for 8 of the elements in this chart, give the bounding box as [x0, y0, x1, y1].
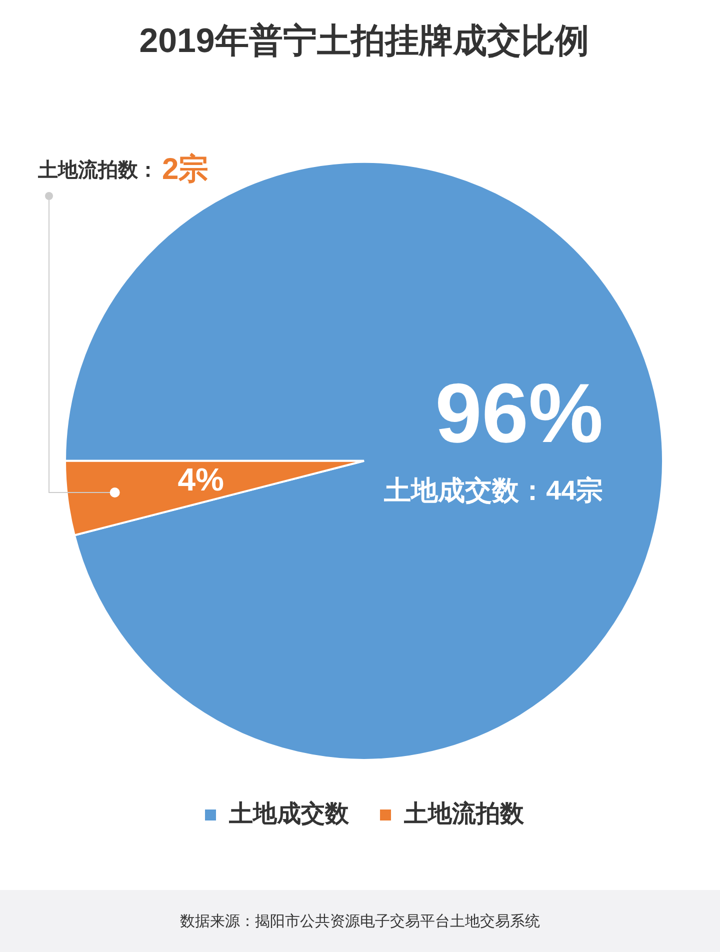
text: 土地成交数：44宗 — [383, 475, 604, 506]
data-label: 96% — [435, 366, 604, 460]
data-label: 4% — [178, 461, 224, 498]
legend-label: 土地流拍数 — [403, 800, 525, 828]
legend-label: 土地成交数 — [228, 800, 350, 828]
text: 土地流拍数：2宗 — [37, 152, 209, 186]
source-note: 数据来源：揭阳市公共资源电子交易平台土地交易系统 — [180, 912, 540, 930]
chart-title: 2019年普宁土拍挂牌成交比例 — [139, 20, 589, 60]
